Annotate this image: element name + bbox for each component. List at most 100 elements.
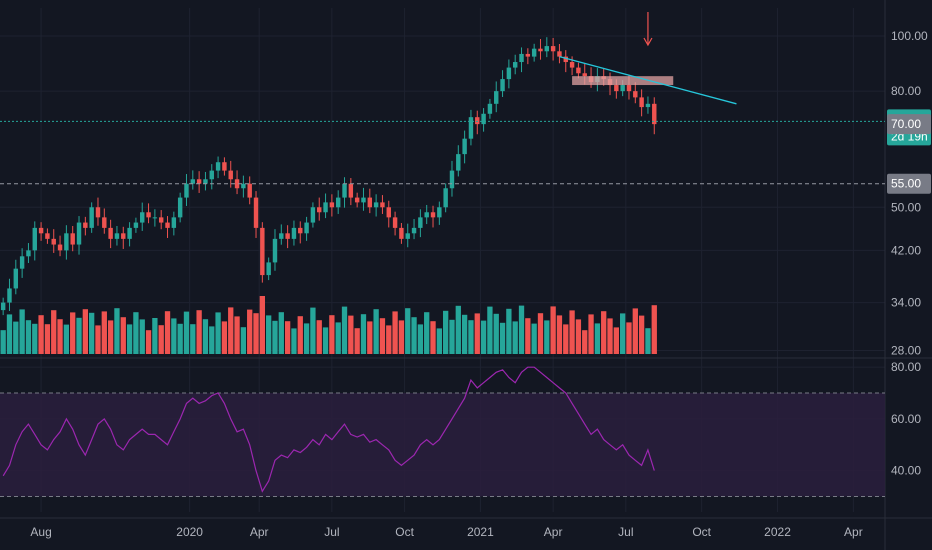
candle[interactable] [228, 160, 233, 188]
candle[interactable] [272, 229, 278, 271]
candle[interactable] [158, 210, 164, 230]
candle[interactable] [323, 193, 328, 219]
down-arrow-icon[interactable] [643, 12, 653, 47]
candle[interactable] [652, 97, 657, 135]
candle[interactable] [285, 225, 290, 249]
candle[interactable] [152, 209, 158, 227]
candle[interactable] [108, 219, 113, 249]
candle[interactable] [146, 203, 151, 224]
candle[interactable] [196, 171, 202, 193]
candle[interactable] [557, 43, 562, 64]
candle[interactable] [392, 211, 398, 236]
candle[interactable] [127, 222, 132, 247]
candle[interactable] [89, 202, 94, 233]
candle[interactable] [462, 130, 467, 164]
candle[interactable] [184, 174, 189, 206]
candle[interactable] [260, 222, 265, 283]
candle[interactable] [329, 194, 335, 217]
candle[interactable] [7, 278, 12, 311]
candle[interactable] [177, 192, 183, 223]
candle[interactable] [165, 216, 170, 238]
candle[interactable] [544, 37, 550, 58]
candle[interactable] [373, 194, 379, 217]
candle[interactable] [576, 62, 581, 79]
candle[interactable] [531, 43, 537, 62]
candle[interactable] [550, 37, 556, 61]
candle[interactable] [102, 208, 107, 234]
candle[interactable] [241, 175, 246, 198]
candle[interactable] [95, 197, 101, 226]
candle[interactable] [475, 110, 480, 135]
candle[interactable] [57, 235, 63, 257]
candle[interactable] [380, 195, 385, 214]
candle[interactable] [405, 223, 410, 248]
candle[interactable] [83, 216, 88, 236]
candle[interactable] [512, 54, 518, 75]
candle[interactable] [418, 209, 423, 238]
candle[interactable] [0, 297, 6, 316]
candle[interactable] [506, 59, 512, 89]
candle[interactable] [38, 222, 44, 241]
candle[interactable] [386, 200, 391, 228]
candle[interactable] [342, 177, 347, 208]
candle[interactable] [456, 145, 461, 177]
candle[interactable] [222, 157, 227, 176]
candle[interactable] [304, 216, 309, 241]
candle[interactable] [190, 170, 196, 190]
candle[interactable] [26, 243, 31, 263]
candle[interactable] [519, 47, 524, 73]
candle[interactable] [468, 109, 474, 146]
candle[interactable] [437, 201, 442, 225]
candle[interactable] [367, 188, 373, 214]
candle[interactable] [494, 81, 499, 113]
candle[interactable] [253, 191, 259, 238]
candle[interactable] [449, 160, 455, 197]
candle[interactable] [114, 226, 120, 246]
candle[interactable] [633, 82, 638, 104]
candle[interactable] [234, 170, 240, 195]
candle[interactable] [411, 218, 417, 240]
candle[interactable] [121, 226, 126, 249]
candle[interactable] [310, 202, 316, 228]
trendline[interactable] [559, 55, 737, 105]
candle[interactable] [203, 171, 208, 191]
candle[interactable] [13, 259, 19, 295]
candle[interactable] [19, 248, 25, 278]
candle[interactable] [291, 220, 297, 246]
candle[interactable] [430, 205, 436, 228]
candle[interactable] [335, 190, 341, 214]
candle[interactable] [247, 176, 252, 205]
candle[interactable] [354, 192, 360, 208]
resistance-zone[interactable] [572, 76, 674, 86]
candle[interactable] [443, 183, 448, 213]
candle[interactable] [645, 96, 651, 114]
candle[interactable] [215, 156, 221, 179]
candle[interactable] [32, 221, 37, 261]
candle[interactable] [348, 178, 354, 206]
candle[interactable] [525, 48, 531, 65]
candle[interactable] [45, 228, 50, 244]
candle[interactable] [317, 197, 322, 221]
candle[interactable] [70, 226, 75, 252]
candle[interactable] [76, 216, 82, 255]
candle[interactable] [171, 211, 177, 236]
candle[interactable] [64, 225, 69, 260]
candle[interactable] [399, 222, 404, 244]
candle[interactable] [51, 229, 56, 253]
candle[interactable] [298, 221, 303, 244]
candle[interactable] [209, 164, 214, 190]
candle[interactable] [487, 98, 493, 119]
candle[interactable] [133, 217, 139, 233]
price-axis[interactable]: 100.00 80.00 50.00 42.00 34.00 28.00 [891, 29, 928, 358]
candle[interactable] [140, 202, 145, 231]
time-axis[interactable]: Aug 2020 Apr Jul Oct 2021 Apr Jul Oct 2022 Apr [30, 525, 862, 539]
candle[interactable] [424, 204, 429, 225]
candle[interactable] [538, 38, 543, 60]
candle[interactable] [361, 187, 366, 211]
candle[interactable] [279, 224, 284, 245]
candle[interactable] [481, 108, 486, 132]
candle[interactable] [639, 89, 644, 117]
candle[interactable] [266, 257, 271, 281]
candle[interactable] [563, 50, 568, 73]
